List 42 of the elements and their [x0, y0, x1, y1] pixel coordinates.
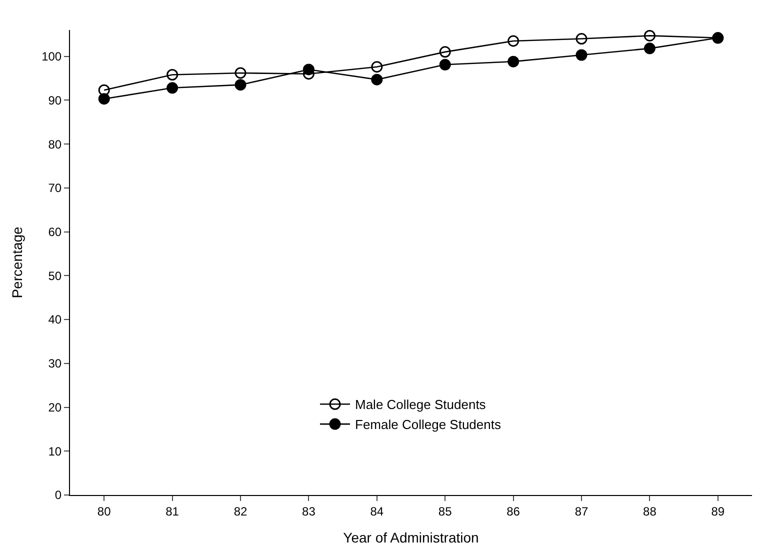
x-tick-label: 86: [506, 504, 520, 518]
point: [644, 30, 656, 42]
y-tick-label: 80: [48, 137, 62, 152]
x-tick-label: 89: [711, 504, 725, 518]
legend-label: Male College Students: [355, 397, 486, 412]
point: [508, 56, 520, 68]
y-tick-label: 30: [48, 356, 62, 371]
point: [439, 58, 451, 70]
y-axis-title: Percentage: [9, 226, 26, 298]
x-axis-title: Year of Administration: [343, 530, 479, 546]
x-tick-label: 88: [643, 504, 657, 518]
point: [508, 35, 520, 47]
point: [644, 42, 656, 54]
point: [371, 74, 383, 86]
y-tick-label: 40: [48, 312, 62, 327]
point: [576, 33, 588, 45]
y-tick-label: 0: [54, 488, 62, 502]
y-tick-label: 90: [48, 93, 62, 108]
x-tick-label: 85: [438, 504, 452, 518]
x-tick-label: 82: [234, 504, 248, 518]
point: [166, 69, 178, 80]
x-tick-label: 81: [166, 504, 180, 518]
point: [371, 61, 383, 73]
y-tick-label: 100: [42, 50, 62, 64]
point: [98, 84, 110, 96]
y-tick-label: 60: [48, 224, 62, 239]
point: [439, 46, 451, 58]
y-tick-label: 10: [48, 444, 62, 458]
point: [234, 67, 246, 79]
point: [166, 82, 178, 94]
y-tick-label: 20: [48, 400, 62, 414]
point: [98, 93, 110, 105]
point: [576, 49, 588, 61]
y-tick-label: 50: [48, 268, 62, 283]
x-tick-label: 87: [574, 504, 588, 518]
x-tick-label: 80: [97, 504, 112, 518]
x-tick-label: 83: [302, 504, 316, 518]
point: [302, 64, 314, 76]
y-tick-label: 70: [48, 181, 62, 196]
legend-label: Female College Students: [355, 417, 502, 432]
x-tick-label: 84: [370, 504, 384, 518]
point: [234, 79, 246, 91]
